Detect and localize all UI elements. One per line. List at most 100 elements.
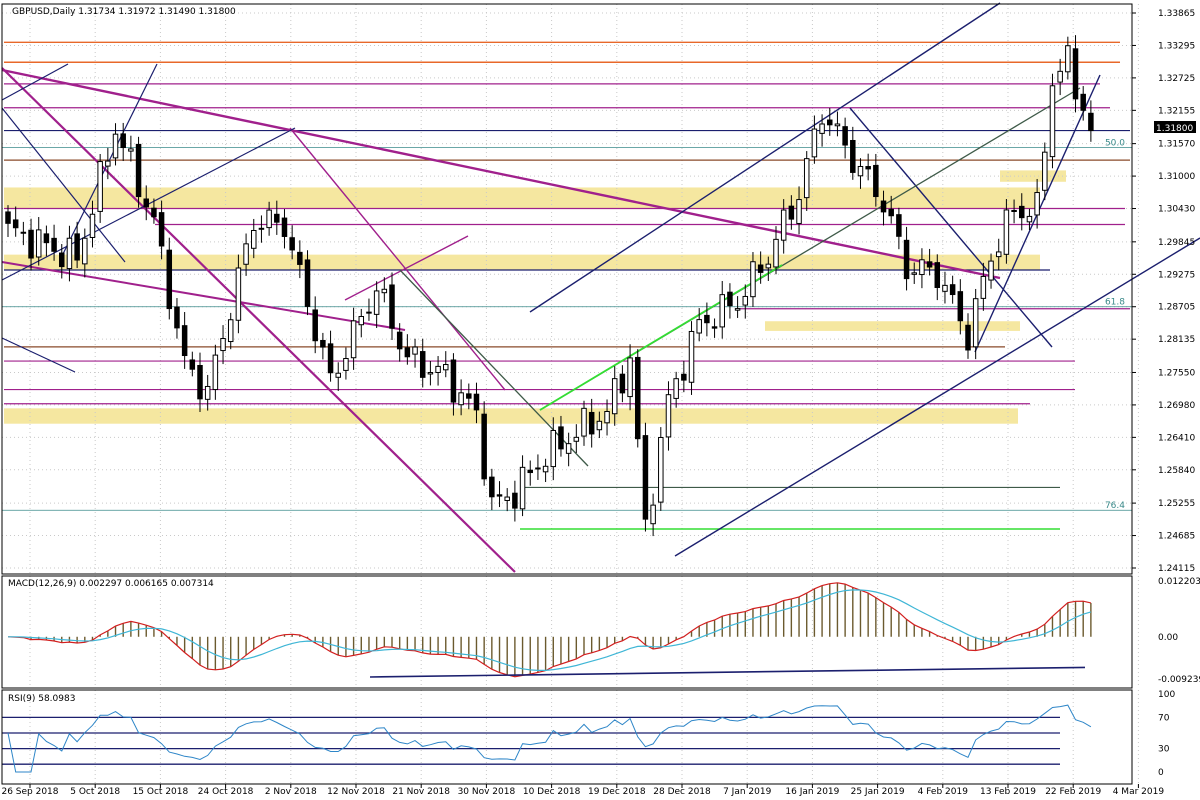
candle-body [642,435,649,520]
candle-body [381,288,388,294]
x-tick-label: 2 Nov 2018 [265,787,317,797]
y-tick-label: 1.24685 [1158,532,1195,542]
candle-body [97,161,103,212]
candle-body [896,214,902,237]
macd-signal-line [8,589,1092,672]
candle-body [59,252,65,268]
candle-body [573,436,580,442]
candle-body [819,123,825,134]
candle-body [1065,45,1071,73]
candle-body [481,413,487,480]
candle-body [934,262,941,288]
rsi-tick-label: 30 [1158,745,1170,755]
y-tick-label: 1.33295 [1158,41,1195,51]
candle-body [919,259,925,276]
macd-panel-header: MACD(12,26,9) 0.002297 0.006165 0.007314 [8,579,214,589]
candle-body [320,339,326,348]
candle-body [443,364,449,371]
candle-body [727,291,733,307]
candle-body [427,372,434,375]
candle-body [289,237,295,251]
candle-body [181,325,188,357]
candle-body [949,284,956,296]
candle-body [243,243,249,265]
candle-body [742,295,749,306]
candle-body [865,166,871,170]
candle-body [888,208,894,217]
candle-body [51,237,57,252]
zone-band [4,187,1040,209]
candle-body [796,199,802,224]
candle-body [1049,85,1056,158]
candle-body [942,284,948,292]
trend-line [1,261,406,331]
x-tick-label: 15 Oct 2018 [133,787,189,797]
candle-body [35,229,42,258]
candle-body [850,139,856,173]
candle-body [120,133,126,149]
x-tick-label: 26 Sep 2018 [1,787,58,797]
y-tick-label: 1.28705 [1158,303,1195,313]
candle-body [235,267,242,321]
candle-body [688,330,695,383]
candle-body [972,298,979,348]
candle-body [681,373,687,381]
candle-body [251,229,257,249]
zone-band [4,254,1040,271]
candle-body [151,207,157,218]
candle-body [312,309,318,342]
candle-body [926,261,933,268]
macd-trend-line [369,666,1086,678]
candle-body [757,264,764,273]
candle-body [1034,192,1040,216]
candle-body [658,436,664,503]
candle-body [988,260,994,281]
y-tick-label: 1.31000 [1158,172,1195,182]
x-tick-label: 22 Feb 2019 [1045,787,1101,797]
candle-body [143,198,149,208]
panel-frame [1,3,1133,575]
y-tick-label: 1.24115 [1158,564,1195,574]
candle-body [335,372,341,378]
candle-body [343,358,349,371]
candle-body [903,239,910,280]
candle-body [1057,70,1063,83]
candle-body [704,314,710,324]
macd-line [7,582,1092,678]
zone-band [1000,170,1066,182]
current-price-label: 1.31800 [1156,124,1193,134]
candle-body [519,466,526,510]
y-tick-label: 1.25840 [1158,466,1195,476]
candle-body [1072,48,1079,100]
candle-body [542,465,549,473]
candle-body [1019,205,1025,219]
candle-body [504,496,510,501]
candle-body [550,429,557,468]
candle-body [189,359,196,370]
candle-body [197,364,203,400]
trend-line [674,237,1200,557]
candle-body [458,392,464,406]
fib-label: 61.8 [1105,298,1125,308]
candle-body [535,467,541,470]
trend-line [399,269,589,467]
fib-label: 50.0 [1105,138,1125,148]
x-tick-label: 13 Feb 2019 [980,787,1036,797]
candle-body [297,251,303,265]
candle-body [12,219,19,229]
candle-body [811,128,818,158]
x-tick-label: 4 Feb 2019 [918,787,969,797]
candle-body [995,251,1002,258]
candle-body [711,326,718,329]
candle-body [765,263,772,269]
candle-body [28,229,34,259]
trend-line [1,337,76,373]
candle-body [43,233,50,244]
candle-body [204,385,211,400]
trend-line [529,2,1001,313]
y-tick-label: 1.28135 [1158,335,1195,345]
rsi-line [7,704,1092,773]
candle-body [266,209,272,229]
candle-body [89,213,96,238]
